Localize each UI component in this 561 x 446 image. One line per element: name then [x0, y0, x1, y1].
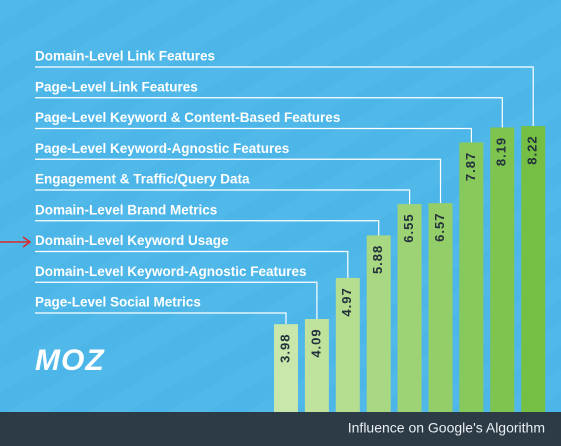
bar [397, 204, 422, 412]
bar [274, 324, 298, 412]
leader-line [35, 127, 472, 143]
category-label: Domain-Level Link Features [35, 49, 215, 64]
category-label: Page-Level Keyword & Content-Based Featu… [35, 110, 340, 125]
leader-line [35, 220, 380, 236]
category-label: Domain-Level Brand Metrics [35, 202, 217, 217]
footer-bar [0, 412, 561, 446]
category-label: Page-Level Social Metrics [35, 295, 201, 310]
bar [366, 235, 391, 412]
category-label: Engagement & Traffic/Query Data [35, 172, 250, 187]
leader-line [35, 158, 442, 204]
leader-line [35, 97, 503, 128]
leader-line [35, 66, 534, 127]
leader-line [35, 281, 318, 320]
category-label: Domain-Level Keyword Usage [35, 233, 229, 248]
value-label: 7.87 [463, 152, 478, 181]
bar [304, 319, 329, 412]
bar [335, 277, 360, 412]
bar [428, 203, 453, 412]
value-label: 3.98 [277, 334, 292, 363]
value-label: 5.88 [370, 245, 385, 274]
bar [490, 127, 515, 412]
annotation-arrow [0, 236, 32, 248]
logo: MOZ [35, 344, 105, 377]
value-label: 6.55 [401, 213, 416, 242]
bar [459, 142, 484, 413]
category-label: Page-Level Keyword-Agnostic Features [35, 141, 289, 156]
leader-line [35, 250, 349, 278]
bar [521, 126, 546, 413]
category-label: Domain-Level Keyword-Agnostic Features [35, 264, 307, 279]
value-label: 4.97 [339, 287, 354, 316]
leader-line [35, 189, 411, 205]
value-label: 8.19 [494, 137, 509, 166]
category-label: Page-Level Link Features [35, 79, 198, 94]
value-label: 6.57 [432, 213, 447, 242]
value-label: 8.22 [525, 135, 540, 164]
x-axis-label: Influence on Google's Algorithm [348, 420, 545, 436]
leader-line [35, 312, 287, 325]
value-label: 4.09 [308, 328, 323, 357]
